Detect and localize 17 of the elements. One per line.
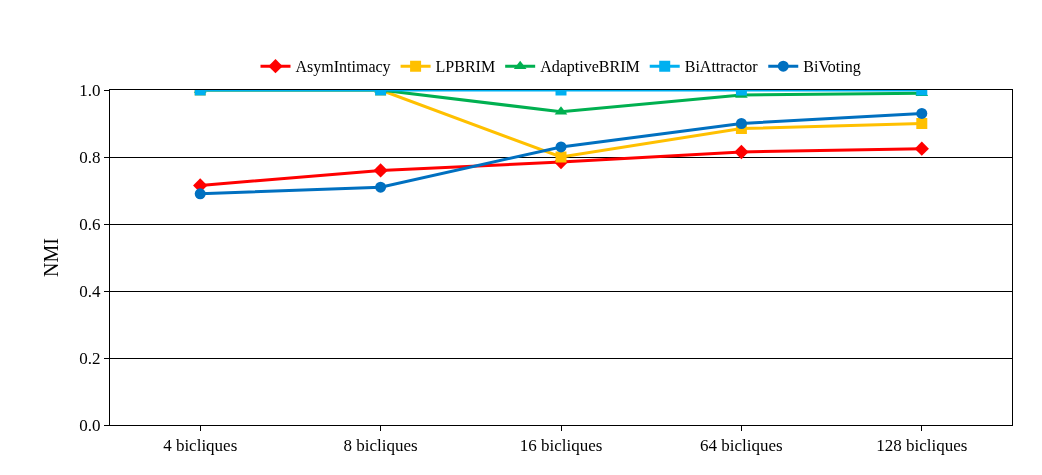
y-tick-label: 0.2	[79, 348, 101, 368]
x-tick-label: 64 bicliques	[700, 436, 783, 456]
x-tick-label: 4 bicliques	[163, 436, 238, 456]
legend-label: BiAttractor	[684, 58, 759, 76]
x-tick-label: 128 bicliques	[876, 436, 968, 456]
x-tick-label: 8 bicliques	[343, 436, 418, 456]
y-tick-label: 1.0	[79, 80, 101, 100]
y-tick-label: 0.0	[79, 415, 101, 435]
legend-label: AdaptiveBRIM	[540, 58, 640, 77]
legend-label: AsymIntimacy	[295, 58, 391, 77]
y-tick-label: 0.8	[79, 147, 101, 167]
legend-label: BiVoting	[803, 58, 861, 77]
y-axis-title: NMI	[39, 238, 62, 277]
y-tick-label: 0.4	[79, 281, 102, 301]
y-tick-label: 0.6	[79, 214, 101, 234]
legend-label: LPBRIM	[435, 58, 496, 76]
x-tick-label: 16 bicliques	[519, 436, 603, 456]
